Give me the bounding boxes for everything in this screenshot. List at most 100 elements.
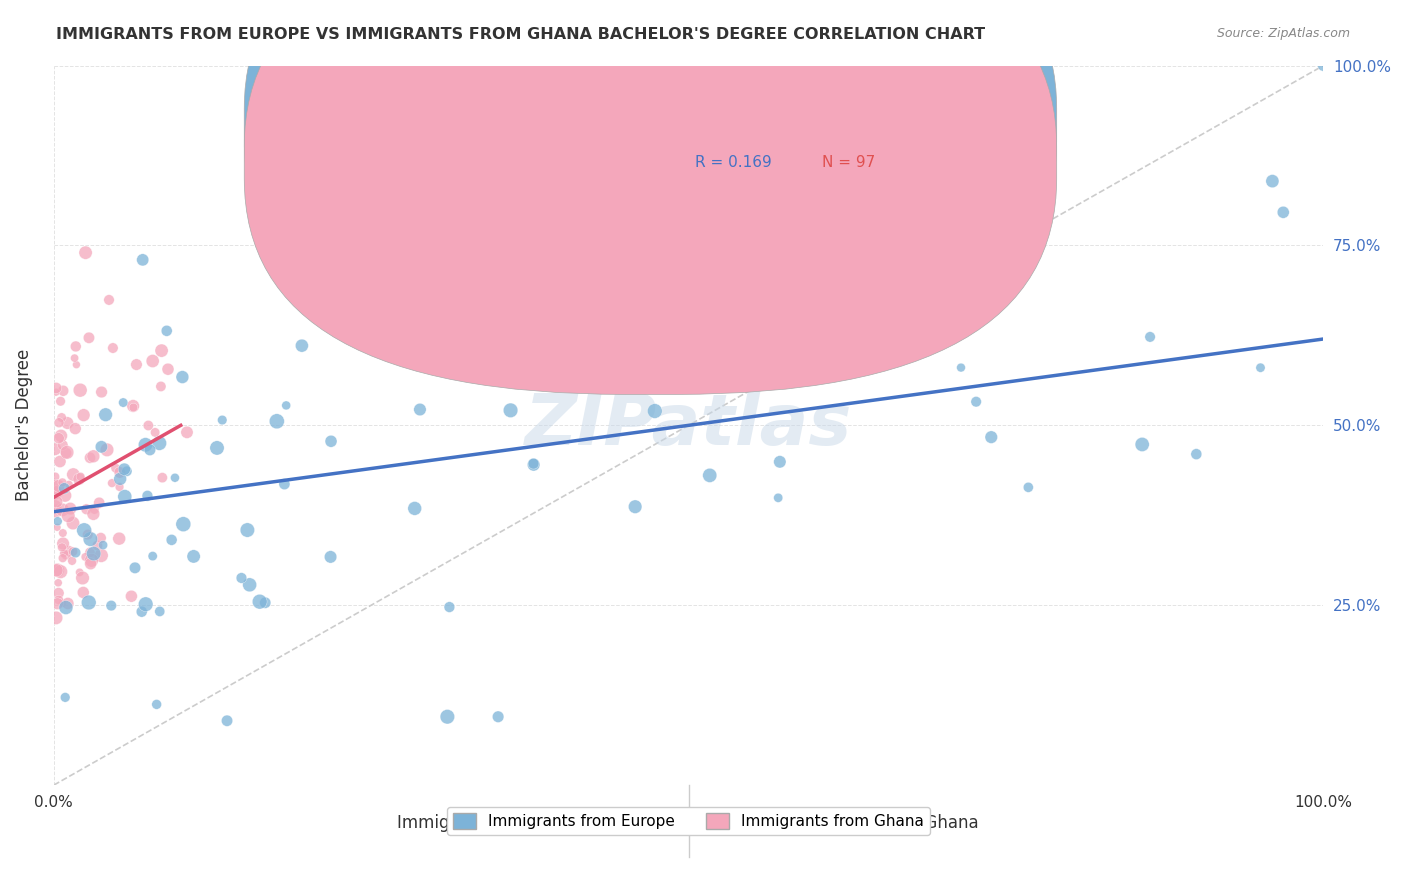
Point (136, 489, 159, 503)
Point (439, 600, 461, 615)
Point (46, 514, 69, 528)
Point (142, 549, 165, 563)
Point (657, 379, 679, 393)
Point (120, 589, 142, 603)
Point (52, 526, 75, 541)
Point (45, 385, 67, 400)
Point (56, 597, 79, 611)
Point (45, 495, 67, 509)
Point (90, 549, 112, 563)
Point (56, 445, 79, 459)
Point (90, 385, 112, 400)
Point (52, 536, 75, 550)
Point (58, 477, 80, 491)
Point (79, 545, 101, 559)
Point (56, 416, 79, 430)
Point (205, 441, 228, 455)
FancyBboxPatch shape (245, 0, 1057, 394)
Point (53, 489, 76, 503)
Legend: Immigrants from Europe, Immigrants from Ghana: Immigrants from Europe, Immigrants from … (447, 806, 929, 835)
Point (1250, 360, 1272, 375)
Point (114, 490, 136, 504)
Point (499, 403, 522, 417)
Point (149, 604, 172, 618)
Point (65, 339, 87, 353)
Point (48, 479, 70, 493)
Point (55, 600, 77, 615)
Point (138, 418, 160, 433)
Point (236, 523, 259, 537)
Point (150, 470, 173, 484)
Point (408, 359, 430, 373)
Point (523, 458, 546, 472)
Point (652, 356, 675, 370)
Point (215, 714, 238, 728)
Point (994, 252, 1017, 267)
Point (404, 501, 426, 516)
Point (131, 605, 153, 619)
Point (522, 457, 544, 471)
Point (69, 383, 91, 397)
Point (53, 481, 76, 495)
Point (624, 500, 647, 514)
Point (1185, 447, 1208, 461)
Point (73, 524, 96, 538)
Point (58, 544, 80, 558)
Point (65, 421, 87, 435)
Point (163, 471, 186, 485)
Point (450, 326, 472, 340)
Point (48, 586, 70, 600)
Point (108, 472, 131, 486)
Point (1272, 205, 1295, 219)
Point (273, 477, 295, 491)
Point (90, 531, 112, 545)
Point (49, 454, 72, 468)
Point (55, 548, 77, 562)
Point (48, 431, 70, 445)
Point (1017, 480, 1039, 494)
Point (52, 438, 75, 452)
Point (1021, 252, 1043, 267)
Point (79, 450, 101, 465)
Point (91, 538, 114, 552)
Point (156, 362, 179, 376)
Point (112, 395, 135, 409)
Point (101, 341, 124, 355)
Point (108, 466, 131, 480)
Point (135, 597, 157, 611)
Point (49, 394, 72, 409)
Text: Immigrants from Europe: Immigrants from Europe (396, 814, 599, 832)
Point (53, 690, 76, 705)
Point (894, 347, 917, 361)
Point (150, 343, 173, 358)
Point (143, 425, 166, 440)
Point (108, 480, 131, 494)
Point (90, 440, 112, 454)
Point (112, 462, 135, 476)
Point (67, 472, 90, 486)
Point (45, 611, 67, 625)
Point (48, 416, 70, 430)
Point (846, 315, 869, 329)
Point (131, 252, 153, 267)
Point (63, 351, 86, 365)
Point (72, 585, 94, 599)
Point (139, 442, 162, 457)
Point (46, 575, 69, 590)
Point (1261, 174, 1284, 188)
Point (149, 379, 172, 393)
Point (98, 293, 121, 307)
Point (172, 517, 194, 532)
Point (72, 571, 94, 585)
Point (965, 394, 987, 409)
Point (75, 245, 97, 260)
Point (69, 566, 91, 580)
Point (45, 504, 67, 518)
Point (58, 508, 80, 523)
Point (254, 596, 277, 610)
Point (65, 358, 87, 372)
Point (46, 563, 69, 577)
Text: R = 0.169: R = 0.169 (695, 154, 772, 169)
Point (100, 599, 122, 613)
Point (77, 595, 100, 609)
